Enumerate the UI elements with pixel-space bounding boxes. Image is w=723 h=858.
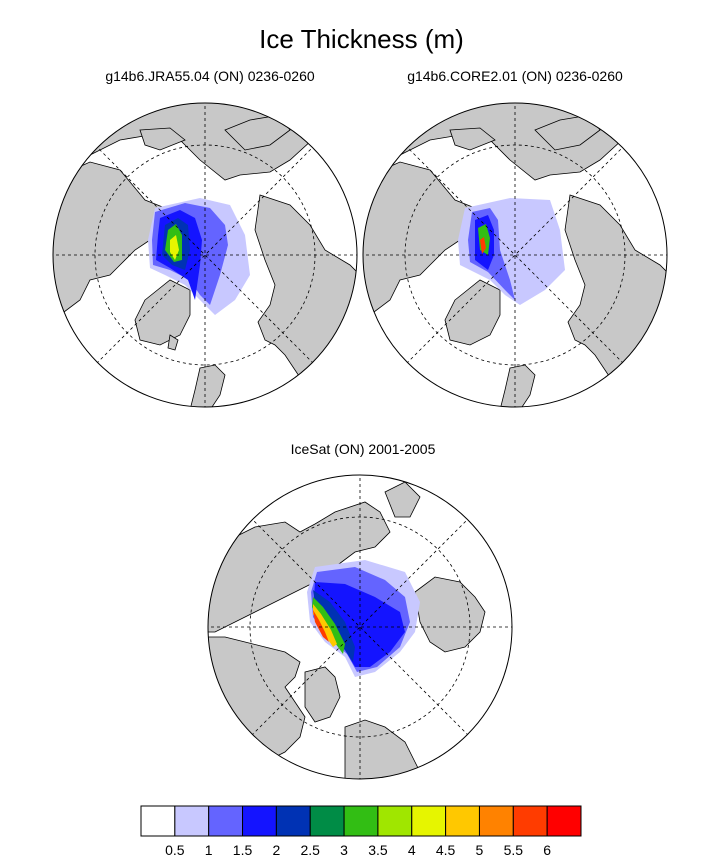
colorbar-tick-label: 3.5 <box>368 842 388 858</box>
colorbar-tick-label: 4.5 <box>435 842 456 858</box>
colorbar-tick-label: 1 <box>204 842 213 858</box>
colorbar-swatch <box>140 805 176 837</box>
panel-title-jra55: g14b6.JRA55.04 (ON) 0236-0260 <box>105 68 315 84</box>
map-boundary <box>207 474 513 780</box>
colorbar-tick-label: 3 <box>340 842 348 858</box>
colorbar-swatch <box>242 805 277 837</box>
colorbar-swatch <box>546 805 582 837</box>
map-icesat <box>207 474 513 780</box>
colorbar-swatch <box>478 805 514 837</box>
colorbar-swatch <box>309 805 345 837</box>
colorbar-tick-label: 2 <box>272 842 281 858</box>
colorbar-swatch <box>343 805 379 837</box>
colorbar-swatch <box>208 805 244 837</box>
colorbar-swatch <box>174 805 210 837</box>
map-jra55 <box>52 102 358 408</box>
figure-title: Ice Thickness (m) <box>259 24 464 54</box>
map-boundary <box>52 102 358 408</box>
colorbar <box>140 805 582 837</box>
colorbar-swatch <box>445 805 480 837</box>
ice-thickness-field <box>148 198 250 315</box>
graticule <box>363 103 667 407</box>
colorbar-tick-label: 1.5 <box>232 842 253 858</box>
colorbar-tick-label: 6 <box>543 842 552 858</box>
map-boundary <box>362 102 668 408</box>
panel-title-core2: g14b6.CORE2.01 (ON) 0236-0260 <box>407 68 623 84</box>
colorbar-swatch <box>512 805 548 837</box>
graticule <box>53 103 357 407</box>
colorbar-tick-label: 5 <box>475 842 484 858</box>
panel-title-icesat: IceSat (ON) 2001-2005 <box>290 441 436 457</box>
map-core2 <box>362 102 668 408</box>
colorbar-swatch <box>377 805 413 837</box>
colorbar-swatch <box>411 805 447 837</box>
colorbar-swatch <box>275 805 311 837</box>
colorbar-tick-label: 0.5 <box>165 842 185 858</box>
colorbar-tick-label: 5.5 <box>503 842 524 858</box>
colorbar-tick-label: 2.5 <box>300 842 320 858</box>
graticule <box>208 475 512 779</box>
colorbar-tick-label: 4 <box>407 842 416 858</box>
